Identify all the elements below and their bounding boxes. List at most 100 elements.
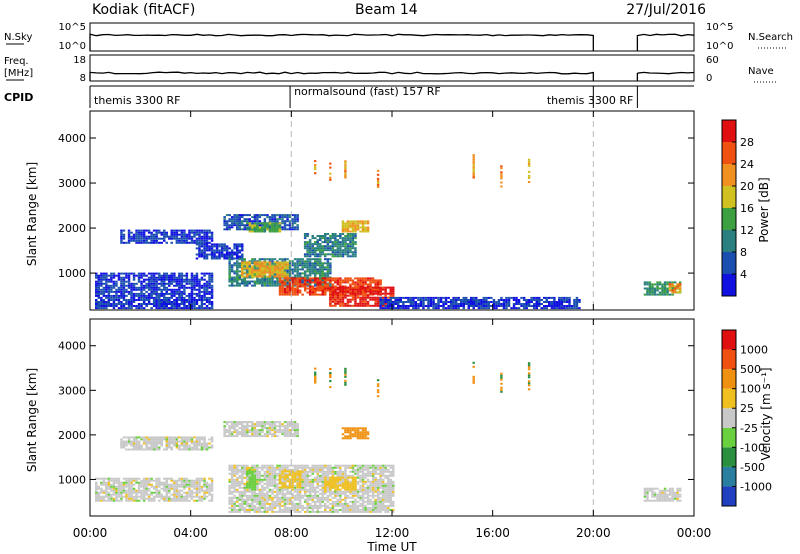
power-cell-4 xyxy=(95,303,98,305)
power-cell-6 xyxy=(263,269,267,272)
velocity-cell-3 xyxy=(321,482,324,485)
power-cell-11 xyxy=(472,299,475,301)
power-cell-5 xyxy=(271,278,274,281)
velocity-cell-0 xyxy=(97,497,100,500)
velocity-cell-2 xyxy=(283,421,287,424)
power-cell-4 xyxy=(150,296,153,299)
velocity-cell-1 xyxy=(142,448,146,451)
velocity-cell-3 xyxy=(329,466,332,469)
power-cell-4 xyxy=(160,284,163,287)
velocity-cell-3 xyxy=(268,506,272,509)
power-cell-2 xyxy=(248,228,252,231)
velocity-cell-3 xyxy=(293,488,297,491)
power-cell-9 xyxy=(319,253,322,256)
power-cell-4 xyxy=(155,307,158,310)
power-cell-4 xyxy=(190,296,194,299)
velocity-cell-3 xyxy=(273,504,277,507)
velocity-cell-1 xyxy=(180,438,184,441)
velocity-cell-1 xyxy=(185,442,189,445)
power-cell-4 xyxy=(130,301,133,303)
power-cell-5 xyxy=(233,276,236,279)
power-cell-4 xyxy=(210,286,214,289)
velocity-cell-3 xyxy=(230,496,234,499)
velocity-cell-0 xyxy=(95,499,98,502)
power-cell-10 xyxy=(366,226,370,229)
power-cell-7 xyxy=(308,291,312,294)
power-cell-4 xyxy=(175,301,179,303)
velocity-cell-3 xyxy=(281,468,284,471)
power-cell-5 xyxy=(306,264,309,267)
velocity-cell-0 xyxy=(95,481,98,484)
power-cell-5 xyxy=(258,280,262,283)
power-cell-4 xyxy=(170,305,173,307)
power-scatter-cell-0 xyxy=(314,160,317,163)
velocity-cell-0 xyxy=(150,483,153,486)
velocity-cell-0 xyxy=(200,495,204,498)
power-cell-4 xyxy=(180,280,184,283)
power-cell-9 xyxy=(339,253,342,256)
power-cell-5 xyxy=(314,262,317,265)
power-cell-11 xyxy=(512,305,516,307)
velocity-cell-3 xyxy=(306,488,309,491)
power-cell-5 xyxy=(324,266,327,269)
power-cell-0 xyxy=(120,241,123,244)
power-cell-3 xyxy=(220,245,224,248)
power-cell-11 xyxy=(404,301,408,303)
velocity-cell-3 xyxy=(278,492,282,495)
power-cell-4 xyxy=(200,294,204,297)
power-cell-9 xyxy=(351,239,355,242)
velocity-cell-1 xyxy=(203,438,206,441)
power-cell-9 xyxy=(331,251,335,254)
power-cell-9 xyxy=(314,249,317,252)
power-cell-11 xyxy=(417,296,420,299)
velocity-cell-0 xyxy=(175,485,179,488)
power-cell-4 xyxy=(95,274,98,277)
power-cell-9 xyxy=(326,241,330,244)
velocity-cell-1 xyxy=(193,436,196,439)
velocity-cell-0 xyxy=(163,487,166,490)
power-cell-5 xyxy=(268,258,272,261)
velocity-cell-3 xyxy=(301,476,304,479)
velocity-cell-1 xyxy=(200,436,204,439)
power-cell-0 xyxy=(135,231,138,234)
velocity-cell-3 xyxy=(301,496,304,499)
power-cell-11 xyxy=(492,301,496,303)
velocity-cell-3 xyxy=(246,504,249,507)
velocity-cell-0 xyxy=(173,485,176,488)
power-cell-4 xyxy=(137,303,141,305)
power-cell-5 xyxy=(228,276,231,279)
power-cell-0 xyxy=(135,233,138,236)
power-cell-0 xyxy=(173,231,176,234)
power-cell-5 xyxy=(228,260,231,263)
power-cell-4 xyxy=(183,284,186,287)
power-cell-3 xyxy=(236,257,239,260)
velocity-cell-2 xyxy=(228,435,231,438)
power-cell-8 xyxy=(361,290,365,293)
power-cell-0 xyxy=(180,229,184,232)
power-cell-2 xyxy=(263,230,267,233)
power-cell-11 xyxy=(457,307,460,310)
velocity-cell-0 xyxy=(117,485,121,488)
power-cell-4 xyxy=(150,288,153,291)
power-cell-7 xyxy=(291,281,294,284)
velocity-cell-0 xyxy=(180,479,184,482)
power-cell-4 xyxy=(112,303,116,305)
power-cell-8 xyxy=(354,298,357,301)
power-cell-8 xyxy=(376,288,380,291)
power-cell-9 xyxy=(339,243,342,246)
power-cell-9 xyxy=(351,247,355,250)
power-cell-4 xyxy=(180,292,184,295)
power-cell-4 xyxy=(125,288,128,291)
power-cell-4 xyxy=(102,282,106,285)
velocity-cell-0 xyxy=(163,477,166,480)
velocity-cell-1 xyxy=(200,448,204,451)
velocity-cell-3 xyxy=(319,466,322,469)
power-cell-3 xyxy=(241,247,244,250)
power-cell-6 xyxy=(258,273,262,276)
power-cell-8 xyxy=(366,294,370,297)
power-cell-1 xyxy=(243,218,246,221)
power-cell-1 xyxy=(243,224,246,227)
power-cell-4 xyxy=(168,296,171,299)
power-cell-11 xyxy=(482,301,486,303)
velocity-cell-2 xyxy=(243,427,246,430)
